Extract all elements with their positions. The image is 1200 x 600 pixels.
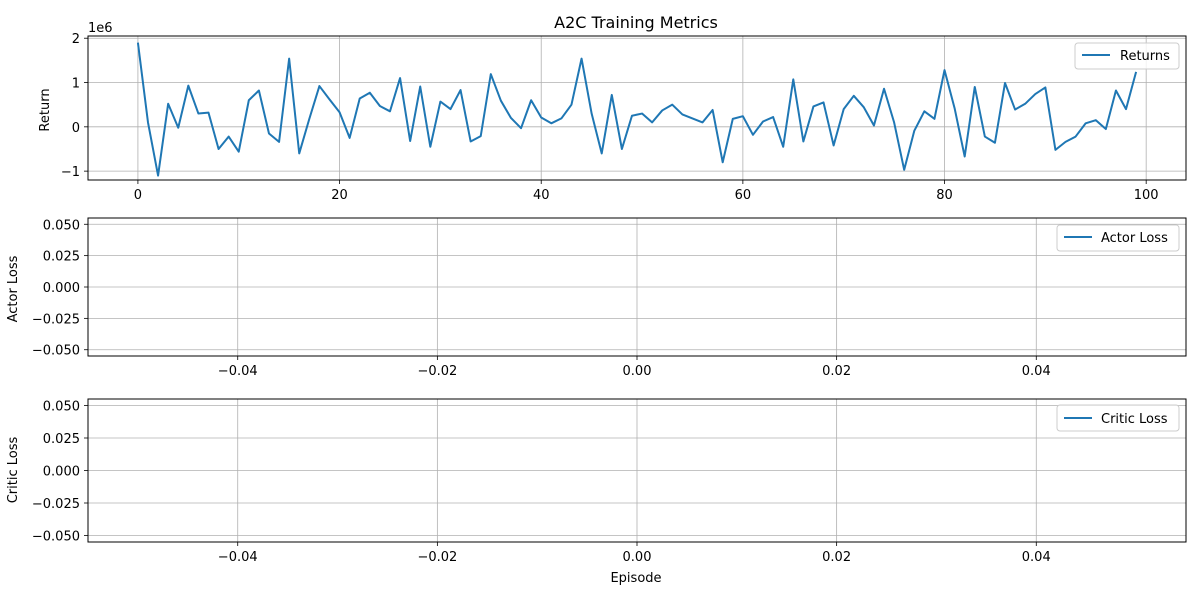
x-tick-label: 0.00	[623, 550, 652, 565]
y-axis-label: Critic Loss	[6, 437, 21, 504]
x-tick-label: 80	[936, 188, 953, 203]
legend-label-returns: Returns	[1120, 49, 1170, 64]
x-axis-ticks: 0 20 40 60 80 100	[134, 180, 1159, 203]
grid	[88, 218, 1186, 356]
y-tick-label: 0.050	[43, 400, 80, 415]
series-line-returns	[136, 42, 1138, 177]
legend-label-actor-loss: Actor Loss	[1101, 231, 1168, 246]
legend-label-critic-loss: Critic Loss	[1101, 412, 1168, 427]
x-tick-label: 0.00	[623, 364, 652, 379]
y-tick-label: −1	[61, 165, 80, 180]
y-axis-label: Return	[38, 88, 53, 131]
x-tick-label: 40	[533, 188, 550, 203]
x-tick-label: 100	[1134, 188, 1159, 203]
legend-box	[1074, 42, 1180, 70]
x-tick-label: 0.04	[1022, 550, 1051, 565]
x-axis-label: Episode	[610, 571, 661, 586]
y-axis-ticks: −0.050 −0.025 0.000 0.025 0.050	[32, 218, 88, 359]
y-tick-label: 0.025	[43, 250, 80, 265]
legend-box	[1056, 404, 1180, 432]
y-tick-label: −0.050	[32, 530, 80, 545]
y-tick-label: −0.025	[32, 312, 80, 327]
returns-subplot: A2C Training Metrics 1e6 Return 0 20 40 60 8…	[38, 13, 1187, 203]
y-axis-ticks: −1 0 1 2	[61, 32, 88, 180]
x-tick-label: 0.02	[822, 364, 851, 379]
y-tick-label: −0.050	[32, 344, 80, 359]
series-layer	[136, 42, 1138, 177]
y-axis-ticks: −0.050 −0.025 0.000 0.025 0.050	[32, 400, 88, 545]
x-axis-ticks: −0.04 −0.02 0.00 0.02 0.04	[218, 542, 1051, 565]
y-axis-label: Actor Loss	[6, 255, 21, 322]
legend: Returns	[1074, 42, 1180, 70]
y-tick-label: 1	[72, 77, 80, 92]
y-tick-label: −0.025	[32, 497, 80, 512]
y-tick-label: 0.025	[43, 432, 80, 447]
y-axis-offset-text: 1e6	[88, 21, 113, 36]
x-tick-label: −0.02	[417, 550, 457, 565]
x-tick-label: 0	[134, 188, 142, 203]
x-tick-label: 20	[331, 188, 348, 203]
x-tick-label: −0.02	[417, 364, 457, 379]
x-tick-label: 0.02	[822, 550, 851, 565]
y-tick-label: 0.000	[43, 281, 80, 296]
y-tick-label: 0.000	[43, 465, 80, 480]
y-tick-label: 0.050	[43, 218, 80, 233]
grid	[88, 399, 1186, 542]
actor-loss-subplot: Actor Loss −0.04 −0.02 0.00 0.02 0.04 −0.050…	[6, 217, 1187, 379]
x-tick-label: −0.04	[218, 550, 258, 565]
y-tick-label: 2	[72, 32, 80, 47]
y-tick-label: 0	[72, 121, 80, 136]
x-tick-label: 60	[735, 188, 752, 203]
legend-box	[1056, 224, 1180, 252]
x-tick-label: −0.04	[218, 364, 258, 379]
legend: Critic Loss	[1056, 404, 1180, 432]
x-axis-ticks: −0.04 −0.02 0.00 0.02 0.04	[218, 356, 1051, 379]
plot-frame	[87, 35, 1187, 181]
critic-loss-subplot: Critic Loss Episode −0.04 −0.02 0.00 0.02 0.…	[6, 398, 1187, 586]
legend: Actor Loss	[1056, 224, 1180, 252]
chart-title: A2C Training Metrics	[554, 13, 718, 32]
x-tick-label: 0.04	[1022, 364, 1051, 379]
